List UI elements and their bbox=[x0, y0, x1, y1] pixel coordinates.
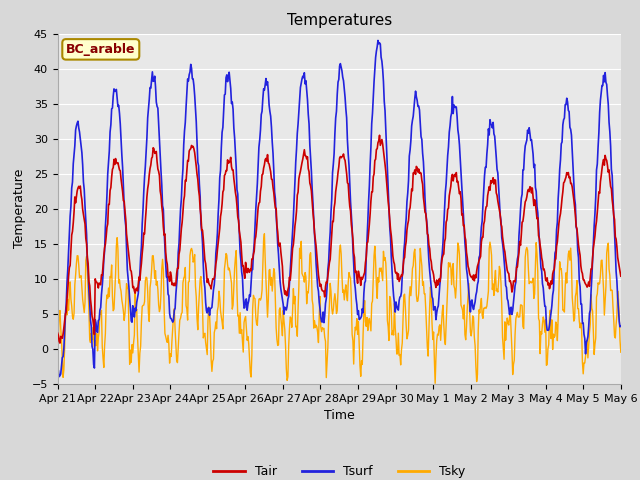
Y-axis label: Temperature: Temperature bbox=[13, 169, 26, 249]
Title: Temperatures: Temperatures bbox=[287, 13, 392, 28]
Tair bbox=[65, 274, 72, 279]
Text: BC_arable: BC_arable bbox=[66, 43, 136, 56]
Tair bbox=[123, 231, 131, 237]
Tair bbox=[180, 197, 188, 203]
Line: Tsurf: Tsurf bbox=[58, 40, 621, 377]
Tsky bbox=[260, 231, 268, 237]
Line: Tair: Tair bbox=[58, 135, 621, 343]
Tsurf bbox=[55, 374, 63, 380]
Tair bbox=[617, 273, 625, 279]
Tair bbox=[210, 276, 218, 282]
Tsky bbox=[425, 329, 433, 335]
Tsky bbox=[209, 358, 216, 364]
Line: Tsky: Tsky bbox=[58, 234, 621, 384]
Tair bbox=[410, 170, 417, 176]
Tair bbox=[376, 132, 383, 138]
Tsurf bbox=[617, 323, 625, 329]
Legend: Tair, Tsurf, Tsky: Tair, Tsurf, Tsky bbox=[209, 460, 470, 480]
X-axis label: Time: Time bbox=[324, 409, 355, 422]
Tsky bbox=[179, 280, 187, 286]
Tsurf bbox=[426, 268, 433, 274]
Tair bbox=[426, 246, 433, 252]
Tsky bbox=[122, 298, 129, 304]
Tsurf bbox=[410, 113, 417, 119]
Tsurf bbox=[180, 142, 188, 148]
Tsky bbox=[431, 381, 439, 386]
Tsky bbox=[408, 266, 416, 272]
Tsurf bbox=[65, 250, 72, 255]
Tsky bbox=[64, 297, 72, 302]
Tsurf bbox=[374, 37, 382, 43]
Tair bbox=[56, 340, 64, 346]
Tair bbox=[54, 330, 61, 336]
Tsky bbox=[617, 349, 625, 355]
Tsky bbox=[54, 338, 61, 344]
Tsurf bbox=[123, 245, 131, 251]
Tsurf bbox=[54, 367, 61, 372]
Tsurf bbox=[210, 287, 218, 293]
